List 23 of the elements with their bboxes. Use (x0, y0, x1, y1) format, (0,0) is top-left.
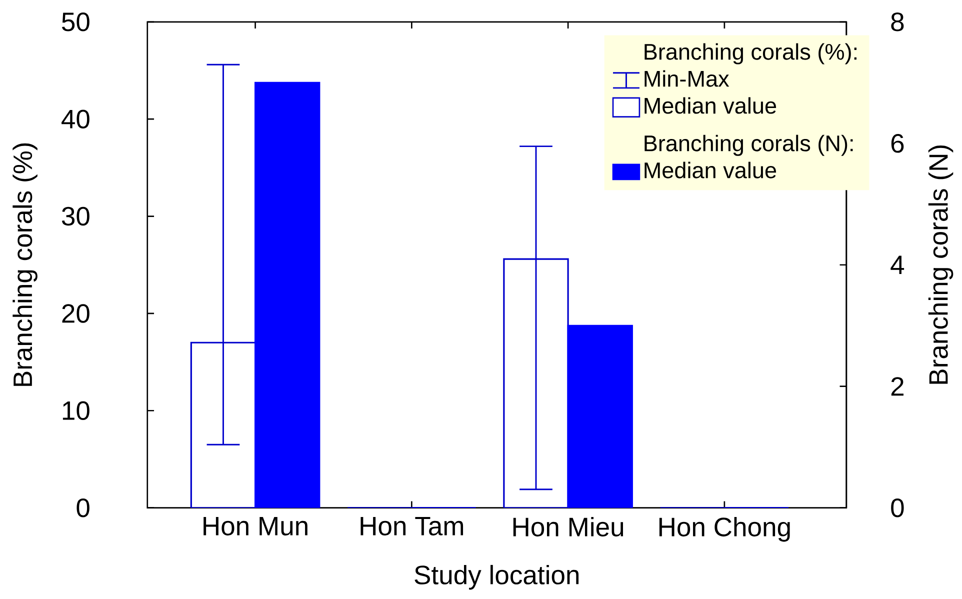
x-tick-label: Hon Chong (659, 517, 790, 542)
y2-axis-title: Branching corals (N) (928, 146, 954, 384)
y-tick-label: 50 (62, 12, 90, 32)
y2-tick-label: 0 (891, 498, 904, 518)
x-tick-label: Hon Tam (360, 517, 464, 536)
y-tick-label: 20 (62, 304, 90, 324)
y2-tick-label: 6 (891, 134, 904, 153)
y-tick-label: 40 (62, 110, 90, 129)
x-axis-title: Study location (414, 565, 579, 590)
y-tick-label: 10 (62, 401, 90, 420)
y2-tick-label: 2 (891, 377, 904, 396)
annotation: Min-Max (644, 70, 730, 88)
y2-tick-label: 4 (890, 256, 904, 274)
y2-tick-label: 8 (891, 12, 904, 32)
x-tick-label: Hon Mieu (513, 517, 624, 537)
legend-label: Median value (644, 97, 776, 114)
legend-label: Median value (644, 162, 776, 179)
y-tick-label: 30 (62, 207, 90, 226)
annotation: Branching corals (%): (644, 43, 856, 65)
annotation: Branching corals (N): (644, 135, 853, 156)
y-axis-title: Branching corals (%) (12, 144, 38, 386)
x-tick-label: Hon Mun (204, 517, 308, 536)
y-tick-label: 0 (76, 498, 90, 518)
